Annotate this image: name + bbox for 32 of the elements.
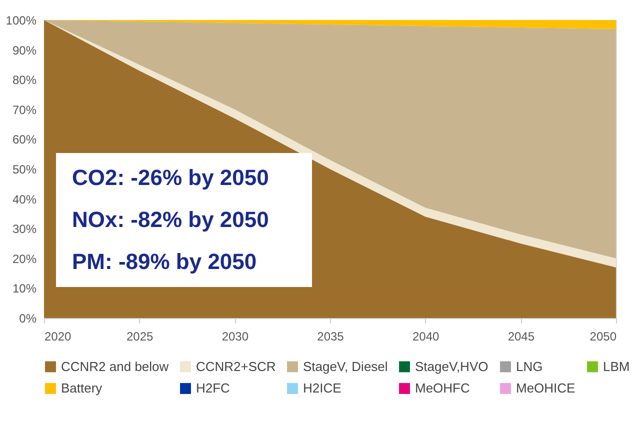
- x-tick-label: 2035: [317, 330, 344, 344]
- legend-label: H2ICE: [303, 380, 342, 396]
- legend-label: CCNR2+SCR: [196, 358, 276, 374]
- legend-label: MeOHFC: [415, 380, 470, 396]
- x-tick-label: 2030: [222, 330, 249, 344]
- y-tick-label: 30%: [12, 222, 37, 236]
- y-tick-label: 50%: [12, 162, 37, 176]
- legend-label: StageV, Diesel: [303, 358, 388, 374]
- annotation: PM: -89% by 2050: [72, 249, 257, 274]
- x-tick-label: 2045: [508, 330, 535, 344]
- x-tick-label: 2050: [590, 330, 617, 344]
- legend-label: MeOHICE: [516, 380, 576, 396]
- y-tick-label: 80%: [12, 73, 37, 88]
- x-tick-label: 2020: [44, 330, 72, 344]
- legend-label: CCNR2 and below: [61, 358, 170, 374]
- y-tick-label: 0%: [19, 312, 37, 326]
- annotation: NOx: -82% by 2050: [72, 207, 269, 232]
- legend-label: StageV,HVO: [415, 358, 488, 374]
- y-tick-label: 90%: [12, 43, 37, 58]
- legend-label: H2FC: [196, 380, 230, 396]
- legend-label: LNG: [516, 358, 543, 374]
- y-tick-label: 100%: [6, 14, 37, 28]
- y-tick-label: 40%: [12, 192, 37, 206]
- annotation: CO2: -26% by 2050: [72, 165, 269, 190]
- x-tick-label: 2040: [412, 330, 440, 344]
- y-tick-label: 20%: [12, 252, 37, 266]
- y-tick-label: 70%: [12, 102, 37, 117]
- x-tick-label: 2025: [126, 330, 154, 344]
- legend-label: Battery: [61, 380, 103, 396]
- y-tick-label: 60%: [12, 132, 37, 147]
- legend-label: LBM: [603, 358, 630, 374]
- y-tick-label: 10%: [12, 282, 37, 296]
